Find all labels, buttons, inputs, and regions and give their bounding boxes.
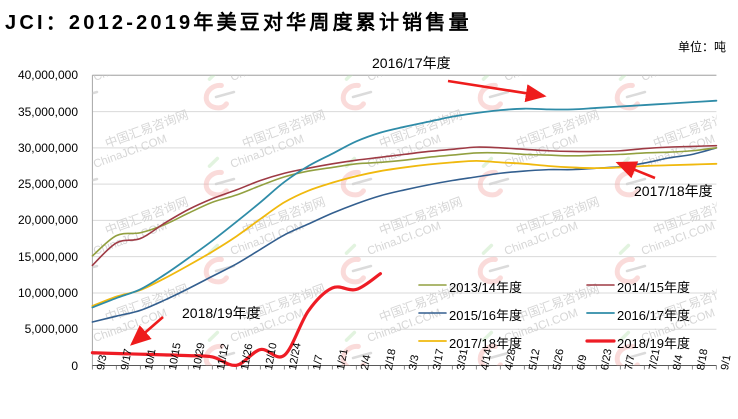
svg-text:ChinaJCI.COM: ChinaJCI.COM [229,46,306,84]
svg-text:中国汇易咨询网: 中国汇易咨询网 [103,20,190,64]
svg-text:ChinaJCI.COM: ChinaJCI.COM [92,46,169,84]
svg-text:中国汇易咨询网: 中国汇易咨询网 [514,20,601,64]
svg-text:中国汇易咨询网: 中国汇易咨询网 [0,20,53,64]
svg-text:中国汇易咨询网: 中国汇易咨询网 [651,20,738,64]
svg-text:ChinaJCI.COM: ChinaJCI.COM [640,46,717,84]
svg-text:ChinaJCI.COM: ChinaJCI.COM [503,46,580,84]
svg-text:中国汇易咨询网: 中国汇易咨询网 [240,20,327,64]
